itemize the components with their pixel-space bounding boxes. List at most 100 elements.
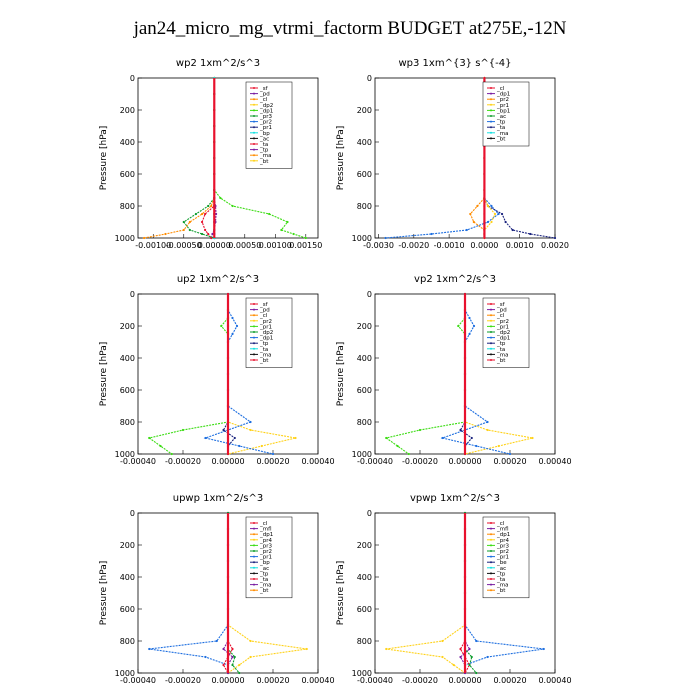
legend-marker xyxy=(253,359,255,361)
legend-marker xyxy=(253,131,255,134)
legend-label: _dp1 xyxy=(259,532,273,538)
legend-marker xyxy=(253,589,255,592)
y-tick-label: 0 xyxy=(367,74,372,83)
legend-marker xyxy=(253,538,255,541)
legend-marker xyxy=(490,347,492,350)
series-point xyxy=(231,332,234,336)
legend-marker xyxy=(253,325,255,328)
legend-marker xyxy=(490,137,492,140)
legend-label: _bp xyxy=(259,131,270,137)
legend-label: _pr3 xyxy=(496,543,510,549)
series-point xyxy=(280,228,283,232)
legend-label: _cl xyxy=(259,521,268,527)
series-point xyxy=(441,436,444,440)
legend-label: _pr1 xyxy=(496,555,509,561)
legend-label: _pr1 xyxy=(259,555,272,561)
legend-marker xyxy=(490,303,492,305)
series-line-pr2 xyxy=(469,78,485,238)
legend-label: _ta xyxy=(496,347,505,353)
legend-label: _ma xyxy=(496,131,508,137)
series-line-ac xyxy=(183,78,215,239)
series-line-pr1 xyxy=(384,294,466,455)
series-point xyxy=(231,204,234,208)
legend-marker xyxy=(490,87,492,89)
y-tick-label: 800 xyxy=(357,202,372,211)
legend-marker xyxy=(253,342,255,345)
y-tick-label: 1000 xyxy=(115,669,135,678)
series-point xyxy=(490,220,493,224)
legend-label: _ma xyxy=(496,583,508,589)
x-tick-label: 0.0000 xyxy=(470,241,498,250)
x-tick-label: -0.00040 xyxy=(120,457,156,466)
legend-marker xyxy=(490,308,492,311)
series-point xyxy=(249,420,252,424)
series-point xyxy=(430,232,433,236)
plot-wp2: 0 200 400 600 800 1000-0.00100-0.000500.00000… xyxy=(99,74,322,250)
legend-marker xyxy=(253,120,255,123)
series-point xyxy=(384,236,387,240)
legend-label: _pr2 xyxy=(496,97,509,103)
x-tick-label: -0.00020 xyxy=(165,676,201,685)
y-tick-label: 600 xyxy=(357,170,372,179)
y-tick-label: 400 xyxy=(120,573,135,582)
y-tick-label: 200 xyxy=(357,106,372,115)
legend-label: _ma xyxy=(496,352,508,358)
legend-label: _ta xyxy=(259,577,268,583)
y-tick-label: 1000 xyxy=(352,234,372,243)
legend-marker xyxy=(490,522,492,524)
y-tick-label: 1000 xyxy=(352,669,372,678)
y-tick-label: 0 xyxy=(130,290,135,299)
x-tick-label: 0.00020 xyxy=(256,457,289,466)
series-point xyxy=(204,655,207,659)
legend-marker xyxy=(253,566,255,569)
series-point xyxy=(459,647,462,651)
legend-label: _dp1 xyxy=(259,108,273,114)
legend-marker xyxy=(490,103,492,106)
legend-marker xyxy=(490,131,492,134)
series-point xyxy=(204,212,207,216)
series-point xyxy=(204,228,207,232)
series-point xyxy=(215,212,218,216)
series-point xyxy=(472,324,476,328)
x-tick-label: 0.00000 xyxy=(448,676,481,685)
legend-label: _dp2 xyxy=(259,330,273,336)
legend-marker xyxy=(490,538,492,541)
series-point xyxy=(233,655,236,659)
series-point xyxy=(148,436,151,440)
legend-label: _tp xyxy=(259,341,269,347)
plot-vp2: 0 200 400 600 800 1000-0.00040 -0.00020 0.00000… xyxy=(336,290,572,466)
series-line-pr2 xyxy=(386,513,466,674)
legend-marker xyxy=(490,533,492,536)
legend-marker xyxy=(253,533,255,536)
legend-marker xyxy=(490,555,492,558)
series-line-tp xyxy=(149,513,229,673)
series-point xyxy=(249,639,252,643)
y-tick-label: 400 xyxy=(357,138,372,147)
legend-label: _bt xyxy=(259,159,269,165)
legend-marker xyxy=(253,87,255,89)
legend-marker xyxy=(253,578,255,580)
y-tick-label: 200 xyxy=(120,322,135,331)
panel-upwp: upwp 1xm^2/s^3 0 200 400 600 800 1000 -0.00040… xyxy=(99,493,335,685)
legend-label: _dp1 xyxy=(496,92,510,98)
series-point xyxy=(238,671,241,675)
y-tick-label: 600 xyxy=(120,170,135,179)
x-tick-label: -0.00020 xyxy=(402,457,438,466)
legend-label: _ta xyxy=(259,142,268,148)
x-tick-label: -0.0030 xyxy=(363,241,394,250)
series-point xyxy=(385,647,388,651)
legend-label: _bt xyxy=(496,588,506,594)
series-point xyxy=(194,212,198,216)
figure-title: jan24_micro_mg_vtrmi_factorm BUDGET at27… xyxy=(133,18,567,39)
series-point xyxy=(468,663,471,667)
series-point xyxy=(207,232,210,236)
series-point xyxy=(486,420,489,424)
legend-marker xyxy=(253,148,255,151)
x-tick-label: 0.00000 xyxy=(198,241,231,250)
series-point xyxy=(238,444,241,448)
series-point xyxy=(219,196,222,200)
legend-label: _pr4 xyxy=(259,538,273,544)
legend-marker xyxy=(490,336,492,339)
panel-vp2: vp2 1xm^2/s^3 0 200 400 600 800 1000 -0.00040-… xyxy=(336,274,572,466)
legend-marker xyxy=(490,359,492,361)
